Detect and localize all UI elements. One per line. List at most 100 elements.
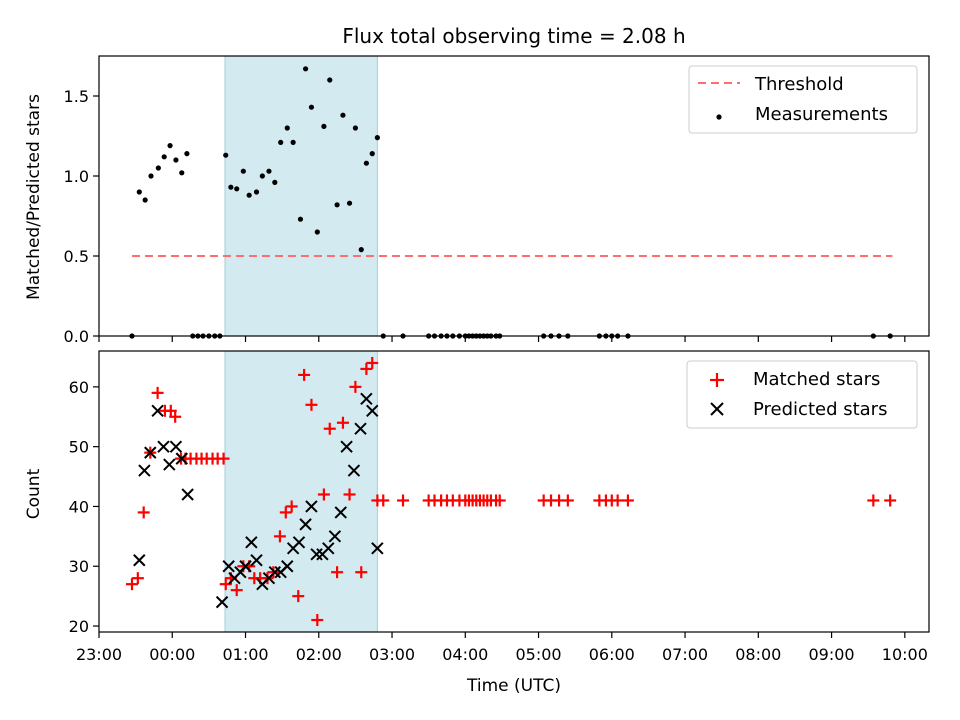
- matched-star-point: [279, 506, 292, 519]
- matched-star-point: [151, 386, 164, 399]
- x-tick-label: 08:00: [735, 645, 781, 664]
- chart-title: Flux total observing time = 2.08 h: [342, 24, 685, 48]
- bottom-x-axis: 23:00 00:00 01:00 02:00 03:00 04:00 05:00 06:00…: [76, 632, 928, 664]
- x-tick-label: 00:00: [149, 645, 195, 664]
- measurement-point: [284, 125, 290, 131]
- measurement-point: [346, 200, 353, 206]
- measurement-point: [136, 189, 142, 195]
- predicted-star-point: [334, 506, 347, 519]
- predicted-star-point: [138, 464, 151, 477]
- measurement-point: [340, 112, 346, 118]
- matched-star-point: [355, 566, 368, 579]
- predicted-star-point: [163, 458, 176, 471]
- measurement-point: [155, 165, 161, 171]
- predicted-star-point: [360, 392, 373, 406]
- legend-predicted-label: Predicted stars: [753, 399, 887, 420]
- bottom-y-axis-label: Count: [24, 468, 44, 519]
- matched-star-point: [285, 500, 298, 513]
- predicted-star-point: [340, 440, 353, 453]
- measurement-point: [253, 189, 260, 195]
- measurement-point: [290, 139, 296, 145]
- bottom-y-tick-label: 20: [69, 617, 89, 636]
- matched-star-point: [343, 488, 356, 501]
- measurement-point: [184, 151, 190, 157]
- bottom-legend: Matched stars Predicted stars: [686, 360, 918, 429]
- bottom-y-axis: 20 30 40 50 60: [69, 378, 99, 636]
- predicted-star-point: [305, 500, 318, 513]
- bottom-legend-box: [686, 360, 918, 429]
- measurement-point: [272, 179, 278, 185]
- measurement-point: [302, 66, 309, 72]
- top-legend-box: [688, 65, 918, 134]
- measurement-point: [308, 104, 315, 110]
- bottom-highlight-band: [224, 350, 378, 633]
- x-tick-label: 07:00: [662, 645, 708, 664]
- measurement-point: [240, 168, 246, 174]
- measurement-point: [246, 192, 252, 198]
- matched-star-point: [261, 572, 274, 585]
- matched-star-point: [305, 398, 318, 411]
- matched-star-point: [867, 494, 880, 507]
- predicted-star-point: [169, 440, 183, 453]
- measurement-point: [234, 186, 240, 192]
- bottom-panel: 20 30 40 50 60 23:00 00:00 01:00 02:00 03:00 04:0…: [24, 350, 930, 696]
- predicted-star-point: [175, 452, 188, 465]
- predicted-star-point: [347, 464, 361, 477]
- measurement-point: [297, 216, 304, 222]
- predicted-star-point: [250, 554, 263, 567]
- legend-matched-swatch: [710, 373, 724, 387]
- measurement-point: [148, 173, 154, 179]
- matched-star-point: [360, 362, 373, 375]
- measurement-point: [314, 229, 320, 235]
- measurement-point: [179, 170, 185, 176]
- matched-star-point: [884, 494, 897, 507]
- x-tick-label: 06:00: [589, 645, 635, 664]
- matched-star-point: [230, 584, 243, 597]
- predicted-star-point: [328, 530, 342, 543]
- x-tick-label: 23:00: [76, 645, 122, 664]
- matched-star-point: [273, 530, 286, 543]
- top-plot-frame: [98, 55, 930, 337]
- measurement-point: [334, 202, 340, 208]
- legend-measurements-label: Measurements: [755, 104, 888, 125]
- predicted-star-point: [292, 536, 306, 549]
- bottom-y-tick-label: 60: [69, 378, 89, 397]
- predicted-star-point: [222, 560, 235, 573]
- matched-star-point: [397, 494, 410, 507]
- legend-threshold-label: Threshold: [754, 74, 844, 95]
- bottom-y-tick-label: 40: [69, 497, 89, 516]
- matched-star-point: [336, 416, 349, 429]
- matched-star-point: [292, 590, 305, 603]
- measurement-point: [363, 160, 369, 166]
- predicted-star-point: [151, 404, 164, 417]
- matched-star-point: [267, 566, 280, 579]
- legend-predicted-swatch: [710, 402, 724, 416]
- x-tick-label: 01:00: [222, 645, 268, 664]
- predicted-star-point: [144, 446, 157, 459]
- top-y-axis: 0.0 0.5 1.0 1.5: [64, 87, 99, 346]
- predicted-star-point: [354, 422, 367, 435]
- predicted-star-point: [245, 536, 258, 549]
- measurement-point: [142, 197, 148, 203]
- matched-star-point: [621, 494, 634, 507]
- measurement-point: [223, 152, 229, 158]
- predicted-star-point: [299, 518, 312, 531]
- top-legend: Threshold Measurements: [688, 65, 918, 134]
- predicted-star-point: [181, 488, 194, 501]
- predicted-star-point: [366, 404, 379, 417]
- predicted-star-point: [133, 554, 146, 567]
- matched-star-point: [561, 494, 574, 507]
- predicted-star-point: [281, 560, 294, 573]
- top-panel: Flux total observing time = 2.08 h 0.00.…: [24, 24, 930, 346]
- legend-measurements-swatch: [716, 114, 722, 120]
- matched-star-point: [366, 356, 379, 369]
- predicted-star-point: [157, 440, 170, 453]
- matched-star-point: [137, 506, 150, 519]
- legend-matched-label: Matched stars: [753, 369, 880, 390]
- predicted-star-point: [215, 595, 229, 609]
- x-tick-label: 02:00: [296, 645, 342, 664]
- matched-star-point: [493, 494, 506, 507]
- measurement-point: [259, 173, 265, 179]
- x-tick-label: 03:00: [369, 645, 415, 664]
- predicted-star-point: [371, 542, 384, 555]
